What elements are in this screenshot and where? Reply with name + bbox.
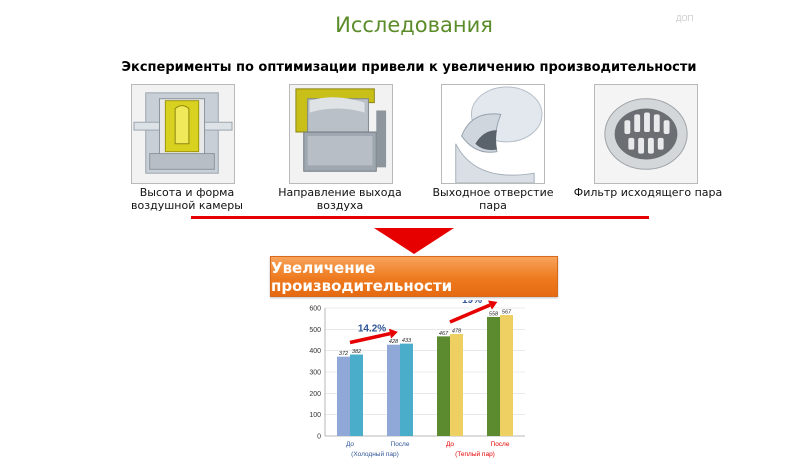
bar-value-label: 467 <box>439 331 449 337</box>
bar <box>437 336 450 436</box>
category-label: После <box>491 441 510 448</box>
bar <box>387 344 400 436</box>
experiment-caption-2: Направление выхода воздуха <box>278 186 402 212</box>
slide-subtitle: Эксперименты по оптимизации привели к ув… <box>121 60 697 75</box>
growth-arrow-line <box>449 303 491 324</box>
bar-value-label: 567 <box>502 310 512 316</box>
result-banner-label: Увеличение производительности <box>271 258 453 295</box>
growth-percent-label: 14.2% <box>358 324 386 335</box>
bar <box>337 356 350 436</box>
air-outlet-image <box>289 84 393 184</box>
bar-value-label: 433 <box>402 338 412 344</box>
experiment-caption-4: Фильтр исходящего пара <box>573 186 723 199</box>
bar <box>400 343 413 436</box>
experiment-caption-1: Высота и форма воздушной камеры <box>131 186 243 212</box>
category-group-label: (Холодный пар) <box>351 450 399 458</box>
y-tick-label: 600 <box>309 306 321 313</box>
steam-outlet-image <box>441 84 545 184</box>
performance-bar-chart: 0 100 200 300 400 500 600 372 382 428 433 467 478 558… <box>309 300 525 458</box>
result-banner: Увеличение производительности <box>270 256 558 297</box>
steam-filter-image <box>594 84 698 184</box>
divider-line <box>191 216 649 219</box>
bar-value-label: 382 <box>352 349 361 355</box>
category-label: До <box>446 441 454 448</box>
down-arrow-icon <box>374 228 454 254</box>
category-label: До <box>346 441 354 448</box>
bar <box>350 354 363 436</box>
category-group-label: (Теплый пар) <box>455 450 495 458</box>
y-tick-label: 400 <box>309 348 321 355</box>
category-label: После <box>391 441 410 448</box>
growth-arrow-head-icon <box>388 328 398 339</box>
corner-mark: ДОП <box>676 14 694 23</box>
y-tick-label: 200 <box>309 391 321 398</box>
bar <box>500 315 513 436</box>
y-tick-label: 100 <box>309 412 321 419</box>
y-tick-label: 0 <box>317 434 321 441</box>
growth-percent-label: 19% <box>462 300 482 306</box>
bar-value-label: 428 <box>389 339 399 345</box>
bar-value-label: 478 <box>452 329 462 335</box>
bar-value-label: 372 <box>339 351 348 357</box>
bar <box>487 316 500 436</box>
growth-arrow-head-icon <box>488 300 498 310</box>
page-title: Исследования <box>335 13 493 37</box>
bar <box>450 334 463 436</box>
y-tick-label: 500 <box>309 327 321 334</box>
air-chamber-image <box>131 84 235 184</box>
y-tick-label: 300 <box>309 370 321 377</box>
bar-value-label: 558 <box>489 311 499 317</box>
experiment-caption-3: Выходное отверстие пара <box>432 186 554 212</box>
growth-arrow-line <box>349 331 391 345</box>
